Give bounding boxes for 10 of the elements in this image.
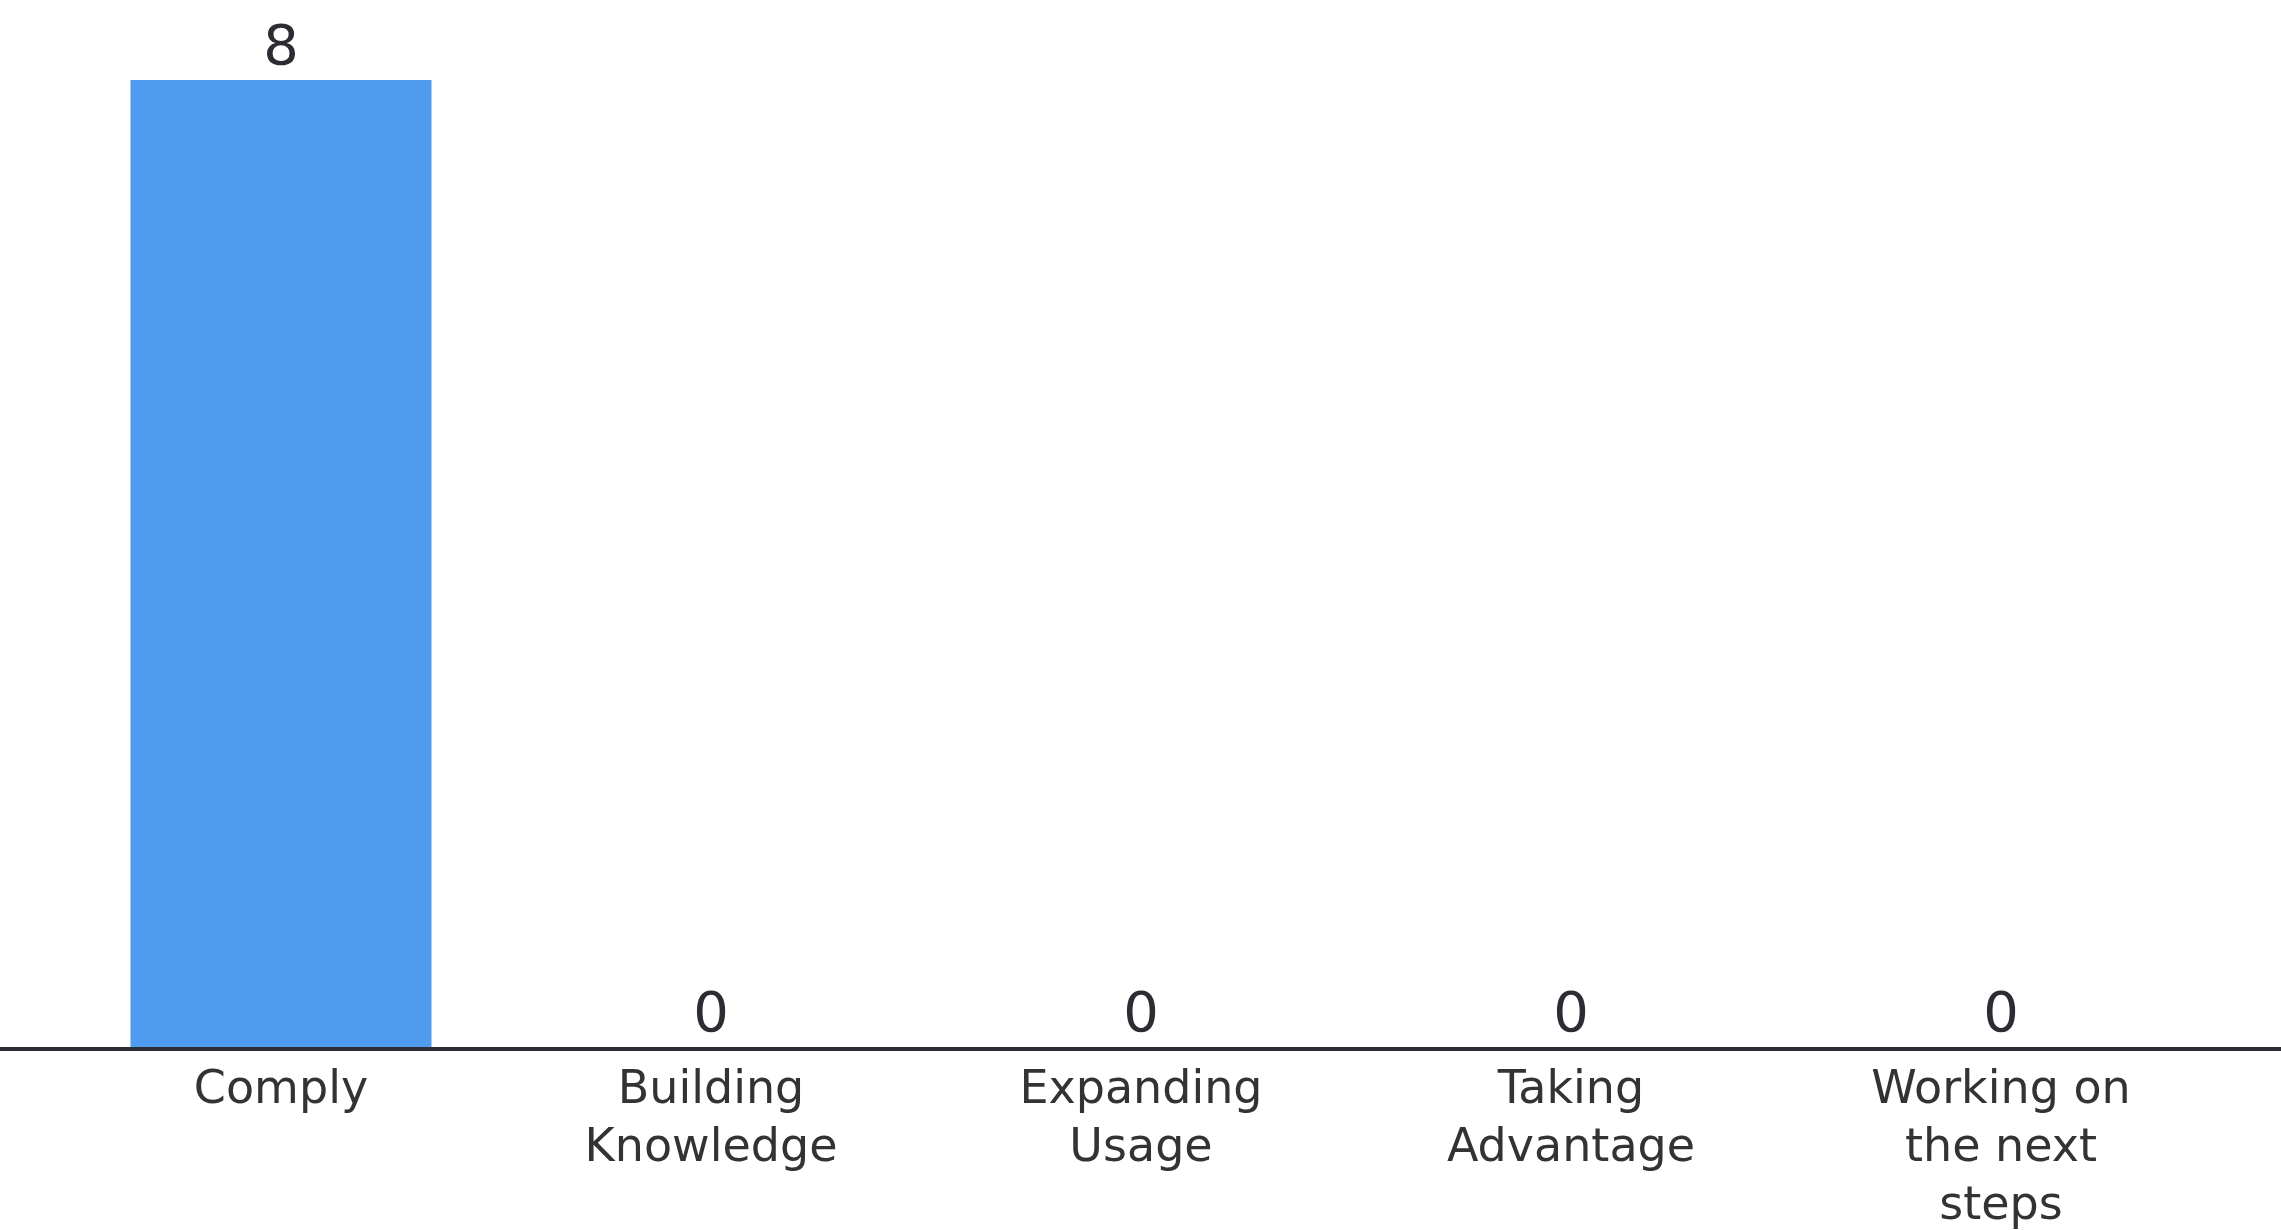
data-label: 0 [1983, 979, 2019, 1044]
data-label: 0 [693, 979, 729, 1044]
x-tick-label: Comply [193, 1060, 369, 1114]
x-tick-label: Taking Advantage [1446, 1060, 1696, 1172]
data-label: 0 [1553, 979, 1589, 1044]
x-tick-label: Building Knowledge [584, 1060, 838, 1172]
data-label: 0 [1123, 979, 1159, 1044]
data-label: 8 [263, 12, 299, 77]
x-tick-label: Expanding Usage [1019, 1060, 1263, 1172]
x-tick-label: Working on the next steps [1871, 1060, 2131, 1230]
